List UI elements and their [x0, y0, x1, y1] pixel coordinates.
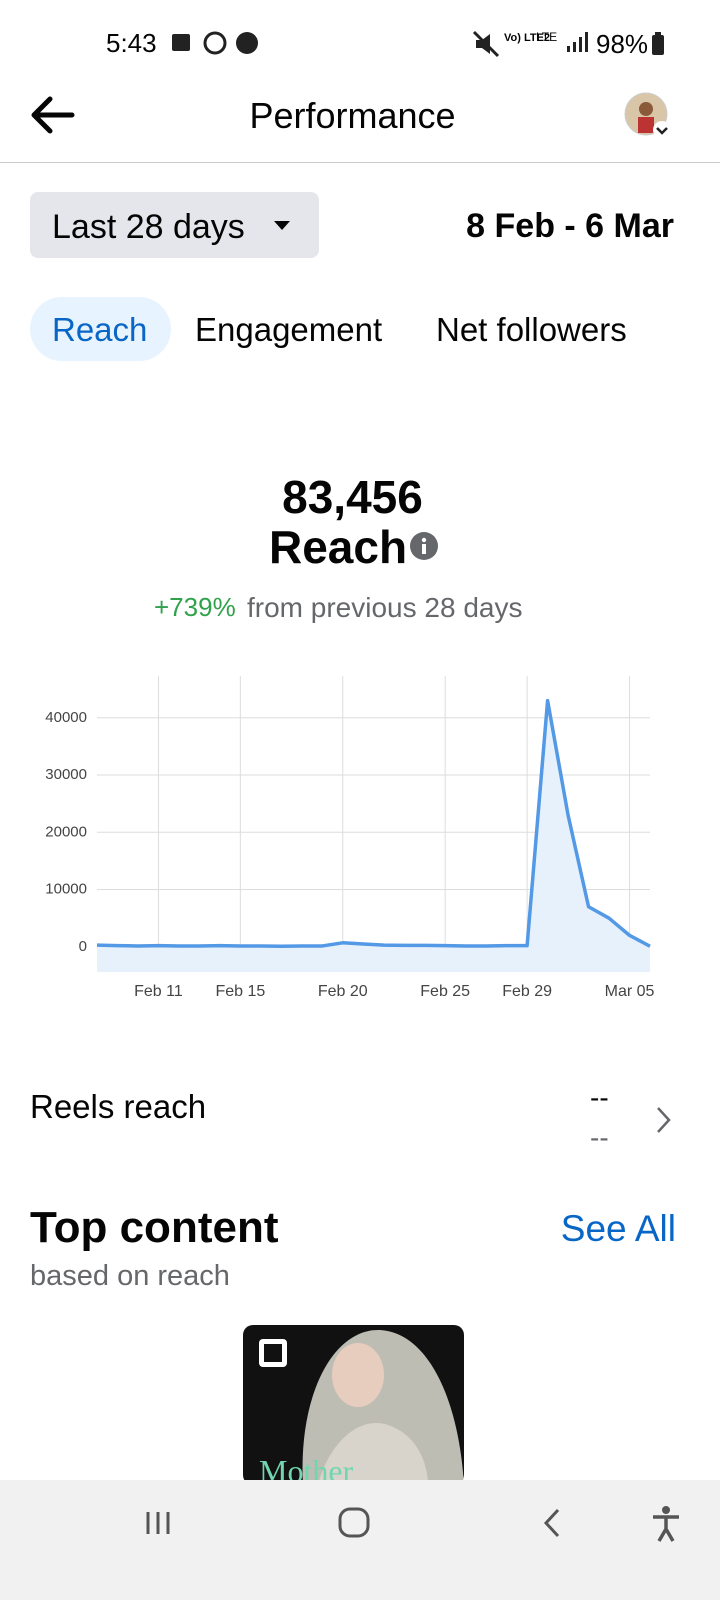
tab-active-bg	[30, 297, 171, 361]
chevron-right[interactable]	[654, 1105, 674, 1135]
battery-icon	[652, 32, 664, 55]
see-all-link[interactable]: See All	[560, 1208, 676, 1249]
date-range: 8 Feb - 6 Mar	[466, 207, 674, 245]
reach-change-note: from previous 28 days	[247, 592, 523, 623]
reels-label: Reels reach	[30, 1088, 207, 1125]
nav-back[interactable]	[540, 1506, 566, 1540]
y-tick-label: 40000	[45, 709, 87, 726]
tab-engagement[interactable]: Engagement	[195, 311, 383, 348]
line	[96, 698, 651, 948]
x-tick-label: Feb 25	[420, 983, 470, 1000]
top-content-subtitle: based on reach	[30, 1260, 230, 1292]
back-button[interactable]	[30, 95, 76, 135]
reels-value: --	[590, 1082, 609, 1113]
y-tick-label: 30000	[45, 766, 87, 783]
info-icon[interactable]	[409, 531, 439, 561]
nav-accessibility[interactable]	[650, 1504, 682, 1544]
page-title: Performance	[249, 95, 456, 136]
y-tick-label: 10000	[45, 881, 87, 898]
status-battery: 98%	[596, 29, 649, 59]
thumbnail-art	[259, 1330, 464, 1485]
nav-recents[interactable]	[140, 1508, 180, 1538]
top-content-title: Top content	[30, 1203, 279, 1252]
reach-change: +739%	[154, 592, 236, 622]
range-dropdown[interactable]: Last 28 days	[30, 192, 319, 258]
header-divider	[0, 162, 720, 163]
nav-bar	[0, 1480, 720, 1600]
signal-icon	[567, 32, 588, 52]
reels-value: --	[590, 1122, 609, 1153]
y-tick-label: 0	[79, 938, 87, 955]
profile-switcher[interactable]	[624, 92, 672, 140]
range-label: Last 28 days	[52, 208, 245, 246]
top-content-thumbnail[interactable]: Mother	[243, 1325, 464, 1485]
y-tick-label: 20000	[45, 823, 87, 840]
thumbnail-text: Mother	[259, 1453, 354, 1485]
area	[97, 700, 650, 972]
status-network: LTE	[536, 30, 558, 44]
nav-home[interactable]	[336, 1506, 372, 1540]
status-volte: Vo) LTE2	[504, 32, 551, 44]
x-tick-label: Feb 20	[318, 983, 368, 1000]
tab-reach[interactable]: Reach	[52, 311, 148, 348]
tab-net-followers[interactable]: Net followers	[436, 311, 627, 348]
reach-metric: Reach	[269, 521, 408, 573]
dropdown-caret	[274, 221, 290, 230]
mute-icon	[472, 30, 500, 58]
status-time: 5:43	[106, 28, 157, 58]
reach-total: 83,456	[282, 471, 423, 523]
x-tick-label: Feb 29	[502, 983, 552, 1000]
x-tick-label: Feb 15	[215, 983, 265, 1000]
x-tick-label: Mar 05	[605, 983, 655, 1000]
status-icons	[172, 31, 258, 55]
reach-chart: Feb 11 Feb 15 Feb 20 Feb 25 Feb 29 Mar 05 0 100…	[45, 676, 655, 1000]
x-tick-label: Feb 11	[134, 983, 183, 1000]
